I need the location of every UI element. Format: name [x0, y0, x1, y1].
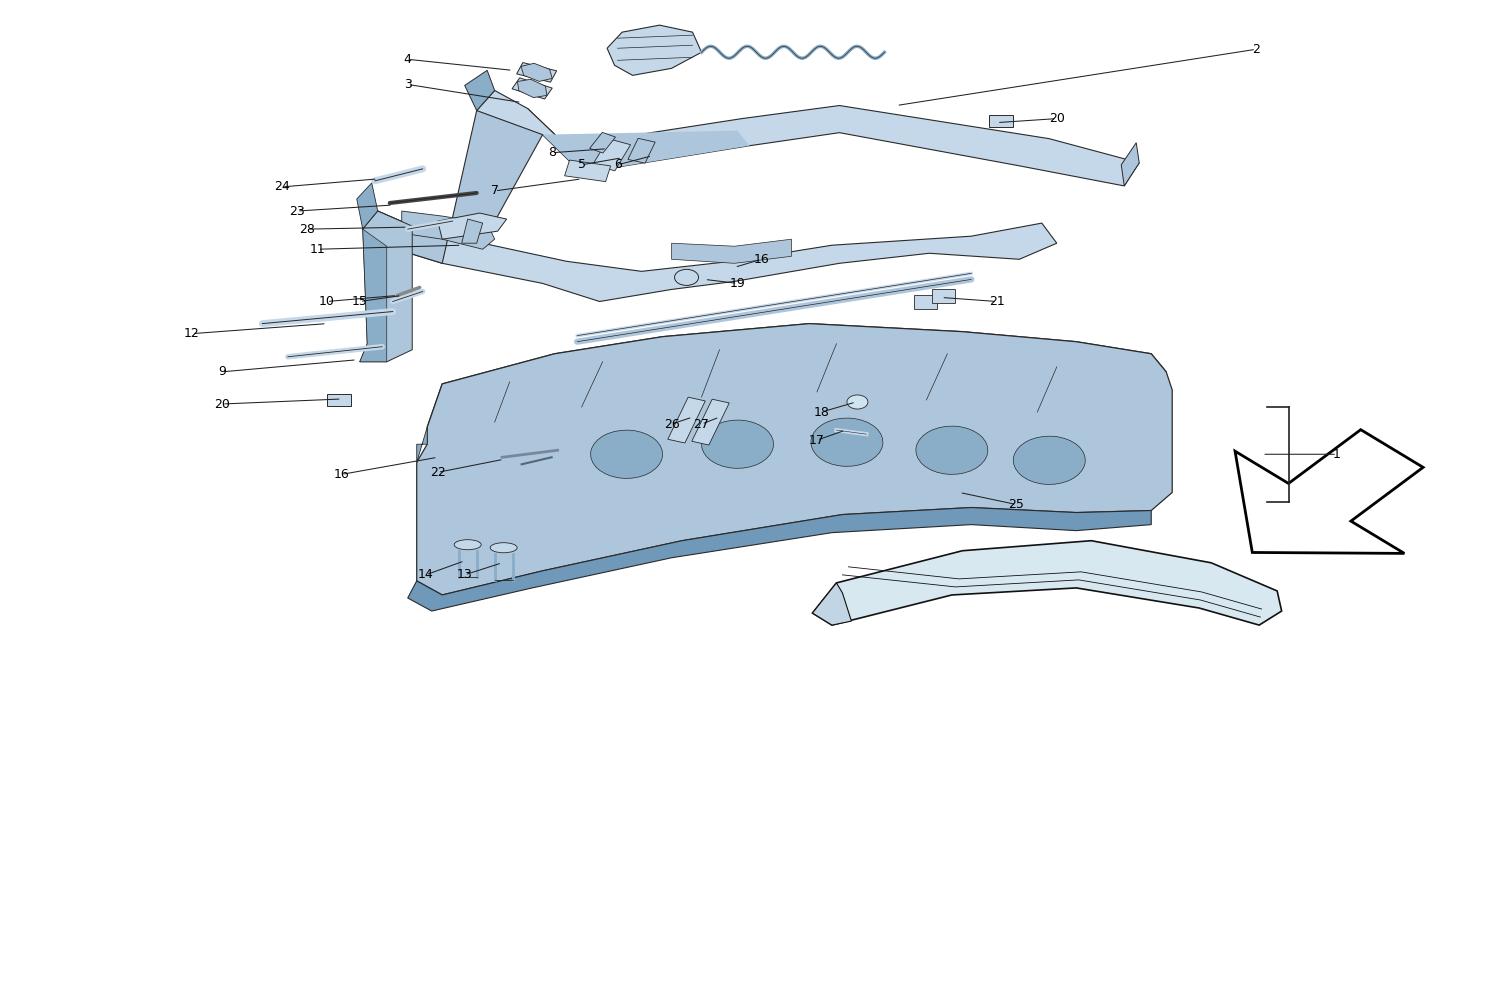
Text: 23: 23 [289, 205, 304, 217]
Polygon shape [402, 211, 495, 249]
Polygon shape [357, 183, 378, 229]
Polygon shape [1235, 430, 1423, 554]
Ellipse shape [702, 420, 773, 468]
Polygon shape [607, 25, 702, 75]
Polygon shape [462, 219, 483, 243]
Bar [989, 115, 1013, 127]
Polygon shape [1121, 143, 1139, 186]
Ellipse shape [591, 430, 663, 478]
Ellipse shape [1013, 436, 1085, 484]
Polygon shape [360, 229, 387, 362]
Ellipse shape [916, 426, 988, 474]
Polygon shape [417, 427, 427, 462]
Polygon shape [589, 133, 616, 153]
Bar [932, 289, 955, 303]
Text: 19: 19 [730, 277, 745, 289]
Polygon shape [363, 211, 1057, 302]
Text: 13: 13 [457, 569, 472, 581]
Bar [327, 394, 351, 406]
Polygon shape [438, 213, 507, 239]
Circle shape [847, 395, 868, 409]
Text: 7: 7 [490, 185, 499, 197]
Text: 10: 10 [319, 295, 334, 308]
Text: 28: 28 [300, 223, 315, 235]
Text: 20: 20 [214, 398, 229, 410]
Text: 12: 12 [184, 328, 199, 340]
Polygon shape [543, 131, 750, 173]
Polygon shape [477, 90, 1139, 186]
Polygon shape [465, 70, 495, 111]
Polygon shape [691, 399, 730, 445]
Polygon shape [408, 508, 1151, 611]
Polygon shape [517, 62, 556, 82]
Bar [914, 295, 937, 309]
Ellipse shape [454, 540, 481, 550]
Polygon shape [522, 63, 552, 81]
Text: 27: 27 [694, 418, 709, 430]
Polygon shape [672, 239, 791, 263]
Text: 25: 25 [1009, 498, 1024, 511]
Polygon shape [565, 160, 610, 182]
Polygon shape [517, 79, 547, 97]
Text: 3: 3 [403, 78, 412, 90]
Text: 17: 17 [809, 434, 824, 446]
Text: 16: 16 [754, 253, 769, 265]
Text: 22: 22 [430, 466, 445, 478]
Polygon shape [427, 324, 1166, 427]
Text: 11: 11 [310, 243, 325, 255]
Polygon shape [360, 211, 412, 362]
Text: 18: 18 [814, 406, 829, 418]
Text: 9: 9 [217, 366, 226, 378]
Text: 8: 8 [547, 147, 556, 159]
Text: 16: 16 [334, 468, 349, 480]
Polygon shape [812, 541, 1282, 625]
Text: 2: 2 [1252, 43, 1261, 55]
Text: 21: 21 [989, 295, 1004, 308]
Text: 15: 15 [352, 295, 367, 308]
Text: 6: 6 [613, 159, 622, 171]
Text: 1: 1 [1333, 448, 1342, 460]
Text: 24: 24 [274, 181, 289, 193]
Polygon shape [628, 139, 655, 163]
Polygon shape [513, 77, 552, 99]
Circle shape [675, 269, 699, 285]
Text: 26: 26 [664, 418, 679, 430]
Polygon shape [667, 397, 706, 443]
Text: 5: 5 [577, 159, 586, 171]
Text: 14: 14 [418, 569, 433, 581]
Text: 4: 4 [403, 53, 412, 65]
Ellipse shape [811, 418, 883, 466]
Polygon shape [812, 583, 851, 625]
Polygon shape [417, 324, 1172, 595]
Polygon shape [592, 139, 631, 171]
Ellipse shape [490, 543, 517, 553]
Polygon shape [363, 109, 582, 263]
Text: 20: 20 [1049, 113, 1064, 125]
